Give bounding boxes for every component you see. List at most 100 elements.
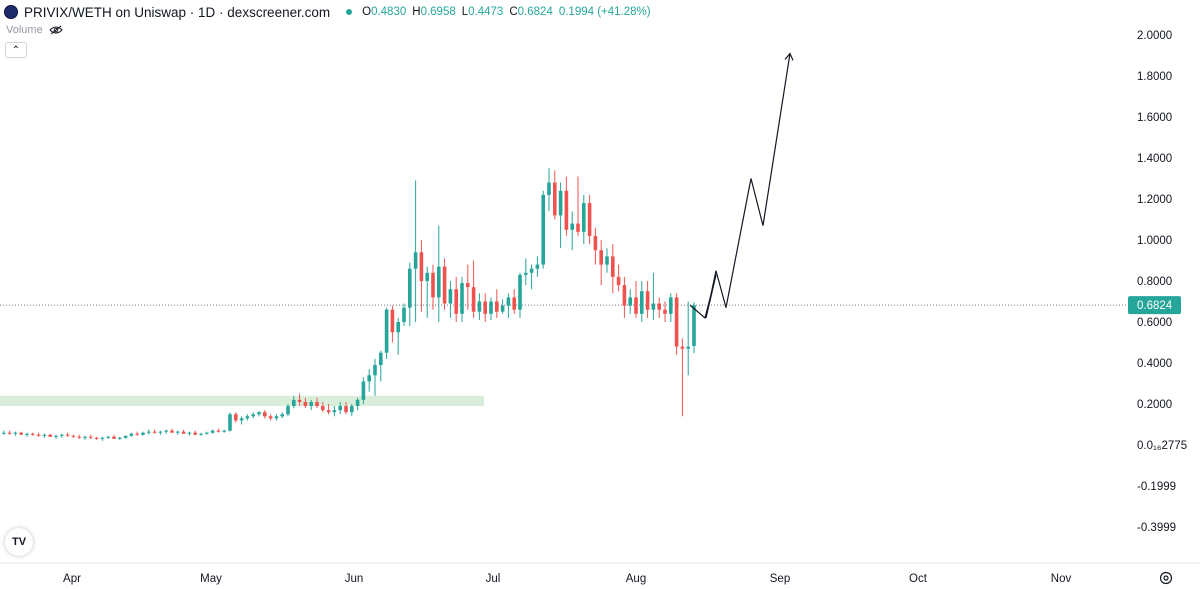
candle-body [547, 182, 551, 195]
x-tick-label: Apr [63, 573, 81, 585]
tradingview-logo[interactable]: TV [5, 528, 33, 556]
candle-body [390, 309, 395, 333]
candle-body [152, 431, 157, 433]
candle-body [674, 297, 679, 347]
candle-body [448, 289, 453, 304]
pair-title: PRIVIX/WETH on Uniswap · 1D · dexscreene… [24, 4, 331, 20]
candle-body [181, 431, 186, 434]
candle-body [460, 283, 464, 314]
candle-body [582, 203, 586, 232]
candle-body [593, 235, 598, 251]
candle-body [535, 264, 540, 269]
ohlc-high: 0.6958 [420, 6, 456, 18]
candle-body [89, 436, 93, 438]
candle-body [570, 223, 574, 230]
y-tick-label: 0.0₁₆2775 [1137, 440, 1187, 452]
candle-body [384, 309, 389, 353]
candle-body [54, 435, 58, 437]
candle-body [396, 322, 400, 333]
x-tick-label: Nov [1051, 573, 1072, 585]
candle-body [309, 401, 313, 407]
y-tick-label: 0.2000 [1137, 399, 1172, 411]
x-tick-label: Sep [770, 573, 790, 585]
candle-body [437, 266, 441, 298]
candle-body [315, 401, 319, 407]
candle-body [71, 435, 76, 437]
projection-arrow-line [689, 53, 791, 319]
candle-body [471, 287, 476, 312]
candle-body [541, 194, 545, 265]
candle-body [187, 432, 192, 434]
candle-body [477, 301, 482, 312]
candle-body [216, 430, 221, 432]
candle-body [379, 352, 383, 366]
ohlc-key: H [412, 6, 421, 18]
projection-arrowhead [784, 52, 794, 61]
candle-body [576, 223, 580, 232]
candle-body [651, 303, 656, 310]
candle-body [65, 434, 70, 436]
candle-body [663, 309, 667, 314]
x-tick-label: Jun [345, 573, 364, 585]
candle-body [112, 436, 116, 439]
candle-body [518, 274, 522, 310]
ohlc-key: L [461, 6, 469, 18]
ohlc-low: 0.4473 [468, 6, 504, 18]
candle-body [466, 283, 470, 288]
candle-body [83, 436, 87, 438]
candle-body [361, 381, 366, 400]
token-logo-icon [4, 5, 18, 19]
candle-body [94, 437, 99, 439]
candle-body [141, 432, 145, 435]
candle-body [77, 436, 81, 438]
candle-body [413, 252, 418, 269]
candle-body [622, 285, 627, 306]
candle-body [239, 418, 244, 421]
x-tick-label: Jul [486, 573, 501, 585]
collapse-indicators-button[interactable]: ⌃ [5, 42, 27, 58]
ohlc-readout: O0.4830 H0.6958 L0.4473 C0.6824 0.1994 (… [362, 6, 650, 18]
candle-body [25, 433, 29, 435]
candle-body [564, 190, 569, 230]
candle-body [529, 268, 534, 273]
candle-body [373, 365, 377, 376]
candle-body [292, 399, 296, 407]
candle-body [280, 414, 284, 417]
candle-body [303, 401, 308, 407]
candle-body [7, 432, 12, 434]
candle-body [431, 272, 435, 298]
candle-body [251, 414, 255, 417]
ohlc-key: O [362, 6, 372, 18]
candle-body [286, 406, 290, 415]
market-status-icon [346, 9, 353, 15]
y-tick-label: 0.6000 [1137, 317, 1172, 329]
candle-body [42, 434, 47, 436]
candle-body [616, 276, 621, 286]
y-tick-label: 1.8000 [1137, 71, 1172, 83]
chevron-up-icon: ⌃ [11, 44, 21, 56]
candle-body [268, 416, 273, 419]
candle-body [500, 305, 505, 312]
last-price-label: 0.6824 [1137, 300, 1173, 312]
last-price-tag [1128, 296, 1181, 315]
candle-body [442, 266, 447, 304]
candle-body [118, 437, 122, 439]
eye-hidden-icon[interactable] [48, 25, 63, 35]
candle-body [170, 430, 174, 433]
candle-body [680, 346, 685, 349]
volume-indicator[interactable]: Volume [6, 24, 63, 36]
candle-body [628, 297, 632, 306]
x-tick-label: Aug [626, 573, 646, 585]
y-tick-label: 1.4000 [1137, 153, 1172, 165]
chart-header: PRIVIX/WETH on Uniswap · 1D · dexscreene… [4, 3, 651, 21]
settings-gear-icon[interactable] [1159, 571, 1173, 585]
candle-body [199, 433, 203, 435]
candle-body [245, 416, 250, 419]
candle-body [274, 416, 279, 419]
candle-body [350, 406, 354, 413]
candle-body [408, 268, 412, 308]
candle-body [669, 297, 673, 314]
candle-body [524, 272, 528, 275]
candle-body [506, 297, 511, 306]
